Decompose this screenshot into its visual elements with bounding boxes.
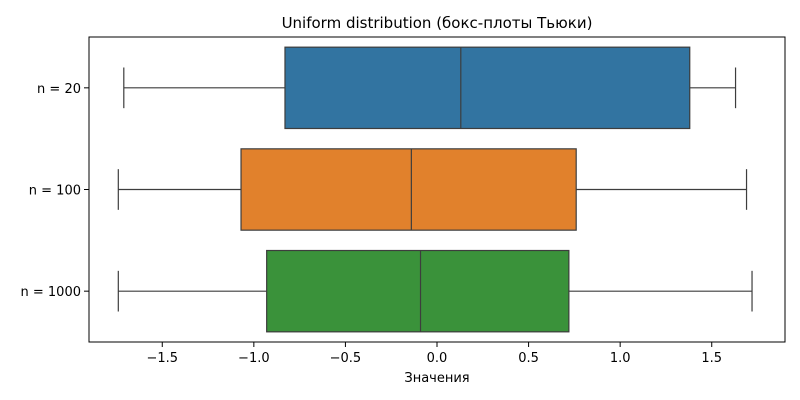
chart-title: Uniform distribution (бокс-плоты Тьюки) [282, 14, 593, 32]
x-tick-label: −0.5 [330, 351, 362, 366]
x-tick-label: 0.0 [427, 351, 448, 366]
y-tick-label: n = 100 [29, 184, 81, 199]
iqr-box [266, 249, 570, 333]
iqr-box [240, 148, 577, 231]
x-tick-label: 0.5 [518, 351, 539, 366]
y-axis: n = 20 n = 100 n = 1000 [21, 82, 89, 300]
box-3 [117, 249, 753, 333]
iqr-box [284, 46, 691, 130]
x-axis-label: Значения [404, 371, 469, 386]
y-tick-label: n = 1000 [21, 285, 81, 300]
x-tick-label: −1.5 [146, 351, 178, 366]
x-tick-label: 1.0 [610, 351, 631, 366]
box-2 [117, 148, 748, 231]
x-axis: −1.5 −1.0 −0.5 0.0 0.5 1.0 1.5 [146, 342, 722, 366]
y-tick-label: n = 20 [37, 82, 81, 97]
plot-marks [117, 46, 753, 333]
x-tick-label: −1.0 [238, 351, 270, 366]
box-1 [123, 46, 737, 130]
x-tick-label: 1.5 [701, 351, 722, 366]
